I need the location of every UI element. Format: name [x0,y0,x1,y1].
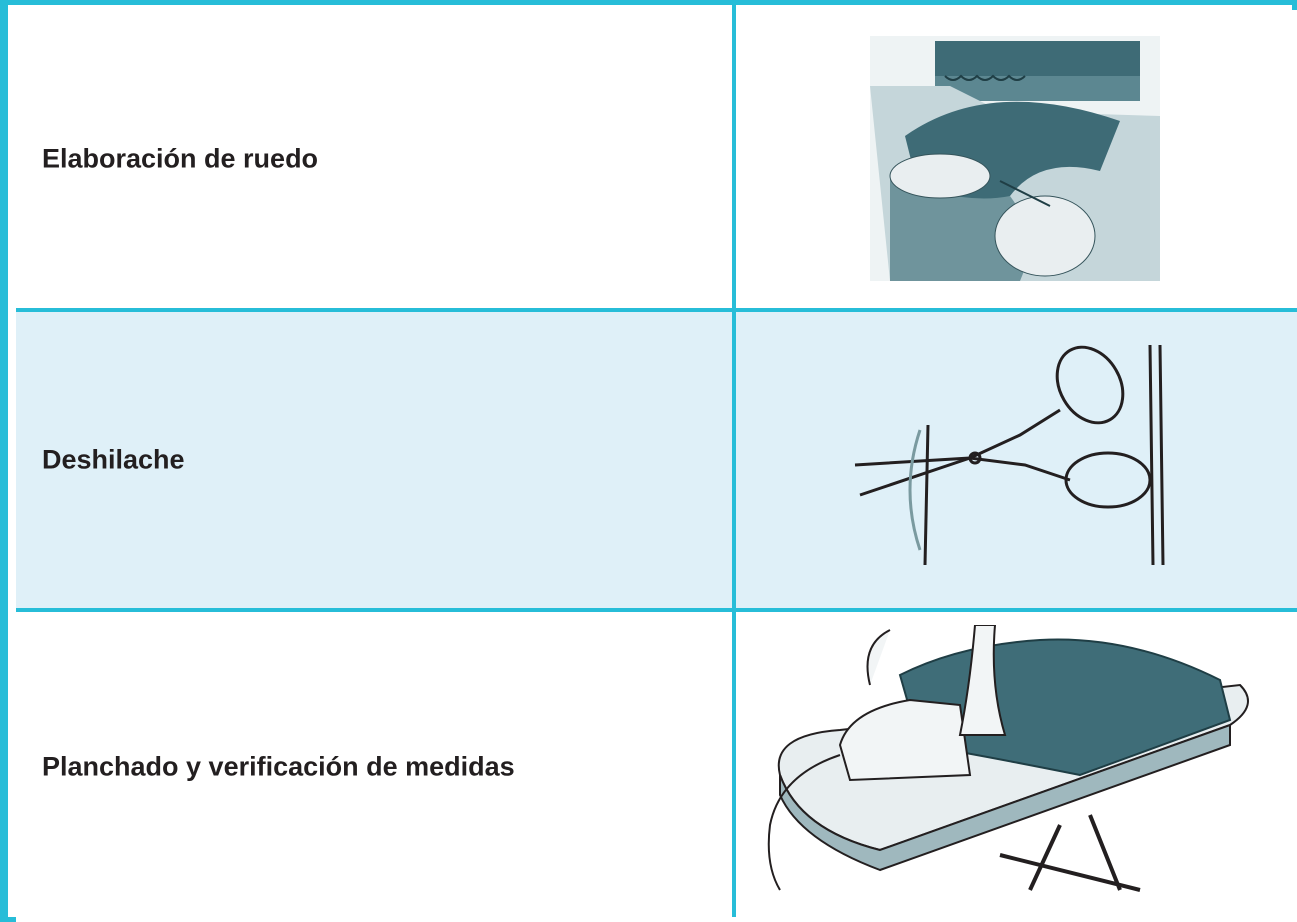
ironing-illustration [767,625,1249,892]
row-label: Elaboración de ruedo [42,143,319,174]
row-label: Planchado y verificación de medidas [42,751,515,782]
table-row: Deshilache [16,308,1297,612]
scissors-illustration [854,344,1165,566]
hem-illustration [870,36,1160,281]
row-label: Deshilache [42,444,185,475]
column-divider [732,5,736,917]
